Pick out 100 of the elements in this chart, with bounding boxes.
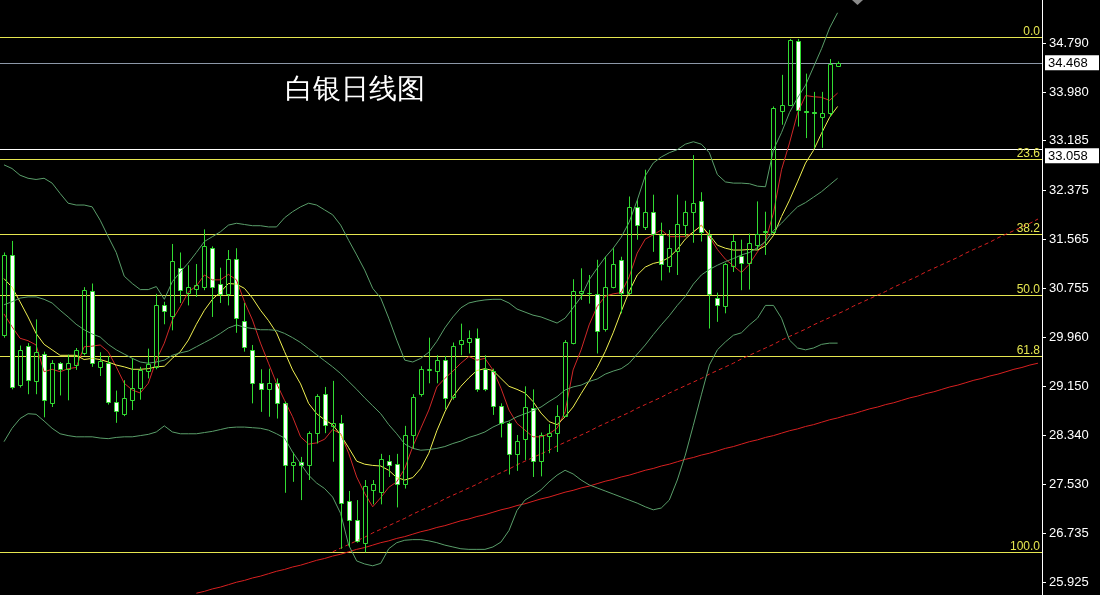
candlestick: [242, 302, 247, 353]
candlestick: [780, 74, 785, 126]
candlestick: [699, 191, 704, 243]
candlestick: [667, 229, 672, 274]
candlestick: [427, 337, 432, 384]
annotation: 0.0: [1023, 24, 1041, 38]
candlestick: [291, 452, 296, 483]
y-tick-label: 33.185: [1049, 132, 1089, 148]
candlestick: [547, 423, 552, 454]
ref-line-label: 34.468: [1048, 54, 1088, 70]
candlestick: [651, 194, 656, 253]
candlestick: [571, 278, 576, 344]
candlestick: [2, 251, 7, 339]
y-tick-label: 25.925: [1049, 574, 1089, 590]
candlestick: [210, 245, 215, 318]
candlestick: [347, 490, 352, 548]
candlestick: [170, 243, 175, 331]
annotation: 23.6: [1016, 146, 1041, 160]
candlestick: [635, 199, 640, 241]
candlestick: [218, 267, 223, 304]
candlestick: [595, 259, 600, 354]
candlestick: [411, 393, 416, 449]
candlestick: [250, 344, 255, 404]
y-tick-label: 29.150: [1049, 377, 1089, 393]
candlestick: [331, 380, 336, 463]
candlestick: [499, 402, 504, 438]
candlestick: [475, 328, 480, 393]
candlestick: [675, 194, 680, 276]
y-tick-label: 34.790: [1049, 34, 1089, 50]
candlestick: [114, 390, 119, 424]
candlestick: [739, 239, 744, 291]
candlestick: [555, 404, 560, 453]
candlestick: [154, 293, 159, 370]
candlestick: [395, 453, 400, 508]
candlestick: [579, 267, 584, 301]
candlestick: [26, 342, 31, 395]
candlestick: [90, 283, 95, 368]
candlestick: [130, 357, 135, 411]
candlestick: [611, 247, 616, 288]
candlestick: [812, 91, 817, 149]
candlestick: [371, 479, 376, 505]
candlestick: [226, 249, 231, 306]
candlestick: [435, 354, 440, 384]
candlestick: [747, 233, 752, 291]
candlestick: [299, 456, 304, 501]
y-tick-label: 32.375: [1049, 181, 1089, 197]
candlestick: [355, 499, 360, 542]
candlestick: [363, 479, 368, 553]
y-tick-label: 27.530: [1049, 476, 1089, 492]
annotation: 38.2: [1016, 221, 1041, 235]
candlestick: [387, 454, 392, 478]
candlestick: [523, 385, 528, 461]
annotation: 50.0: [1016, 282, 1041, 296]
candlestick: [507, 421, 512, 476]
candlestick: [58, 361, 63, 396]
candlestick: [643, 169, 648, 231]
candlestick: [619, 256, 624, 314]
candlestick: [42, 351, 47, 418]
annotation: 61.8: [1016, 343, 1041, 357]
candlestick: [275, 377, 280, 420]
candlestick: [531, 388, 536, 478]
y-tick-label: 30.755: [1049, 280, 1089, 296]
candlestick: [10, 240, 15, 390]
candlestick: [259, 368, 264, 413]
candlestick: [467, 329, 472, 354]
candlestick: [459, 323, 464, 356]
candlestick: [755, 200, 760, 251]
candlestick: [771, 105, 776, 233]
ref-line-label: 33.058: [1048, 147, 1088, 163]
candlestick: [836, 60, 841, 67]
candlestick: [323, 386, 328, 434]
candlestick: [683, 200, 688, 238]
annotation: 100.0: [1009, 539, 1041, 553]
candlestick: [178, 251, 183, 304]
candlestick: [715, 292, 720, 323]
y-tick-label: 26.735: [1049, 524, 1089, 540]
y-tick-label: 28.340: [1049, 427, 1089, 443]
candlestick: [804, 73, 809, 139]
candlestick: [731, 234, 736, 273]
candlestick: [186, 264, 191, 306]
text: 白银日线图: [285, 72, 425, 105]
candlestick: [763, 211, 768, 256]
candlestick: [515, 434, 520, 472]
candlestick: [820, 91, 825, 149]
y-tick-label: 31.565: [1049, 230, 1089, 246]
candlestick: [194, 263, 199, 298]
candlestick: [419, 365, 424, 398]
candlestick: [483, 354, 488, 392]
candlestick: [659, 222, 664, 281]
y-tick-label: 29.960: [1049, 328, 1089, 344]
candlestick: [307, 430, 312, 481]
candlestick: [339, 414, 344, 550]
candlestick: [403, 425, 408, 490]
candlestick: [267, 368, 272, 418]
candlestick: [796, 38, 801, 128]
candlestick: [66, 354, 71, 401]
candlestick: [691, 154, 696, 244]
candlestick: [202, 228, 207, 291]
candlestick: [491, 368, 496, 416]
candlestick: [122, 379, 127, 417]
